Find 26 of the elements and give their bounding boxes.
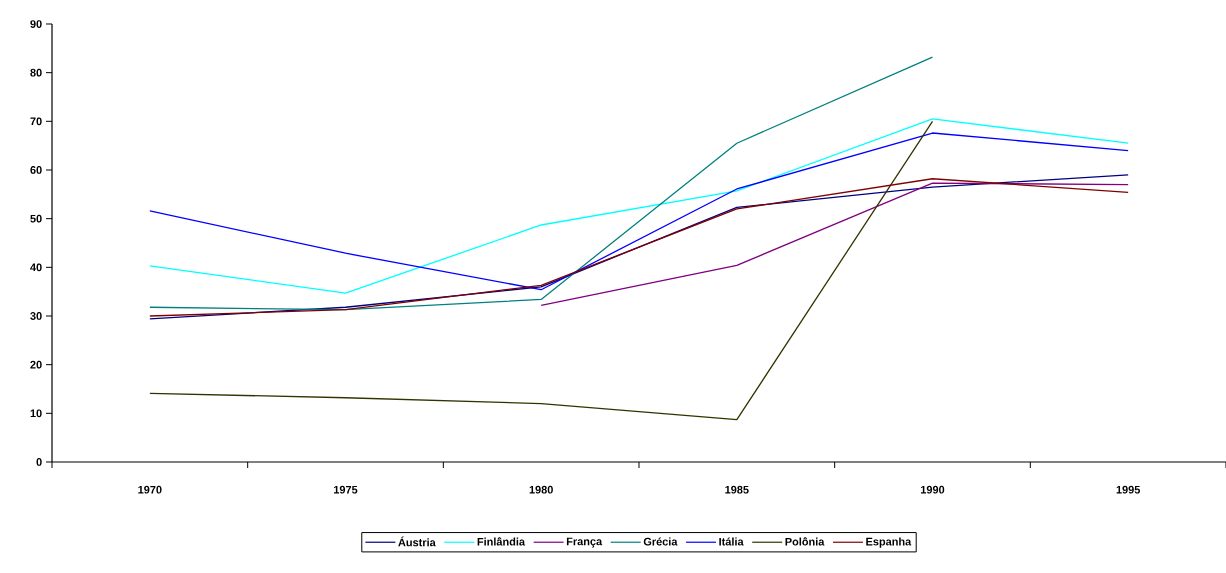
x-tick-label: 1990: [920, 485, 945, 494]
y-tick-label: 70: [30, 117, 42, 126]
legend-label: Polônia: [785, 537, 825, 546]
x-tick-label: 1975: [334, 485, 358, 494]
y-tick-label: 0: [36, 458, 42, 466]
y-tick-label: 50: [30, 214, 42, 223]
legend-label: Áustria: [398, 536, 436, 547]
legend-label: França: [566, 537, 603, 548]
x-tick-label: 1970: [138, 485, 162, 494]
y-tick-label: 40: [30, 263, 42, 272]
legend-label: Itália: [719, 537, 744, 546]
legend-label: Grécia: [643, 537, 678, 546]
x-tick-label: 1980: [529, 485, 553, 494]
line-series: [540, 182, 1129, 306]
x-tick-label: 1995: [1116, 485, 1141, 494]
line-series: [149, 56, 934, 311]
y-tick-label: 90: [30, 20, 42, 28]
y-tick-label: 10: [30, 409, 42, 418]
y-tick-label: 80: [30, 68, 42, 77]
legend-label: Espanha: [866, 537, 912, 548]
x-tick-label: 1985: [725, 485, 749, 494]
y-tick-label: 60: [30, 166, 42, 174]
line-series: [149, 120, 934, 421]
y-tick-label: 20: [30, 360, 42, 369]
legend-label: Finlândia: [477, 537, 526, 546]
y-tick-label: 30: [30, 312, 42, 320]
